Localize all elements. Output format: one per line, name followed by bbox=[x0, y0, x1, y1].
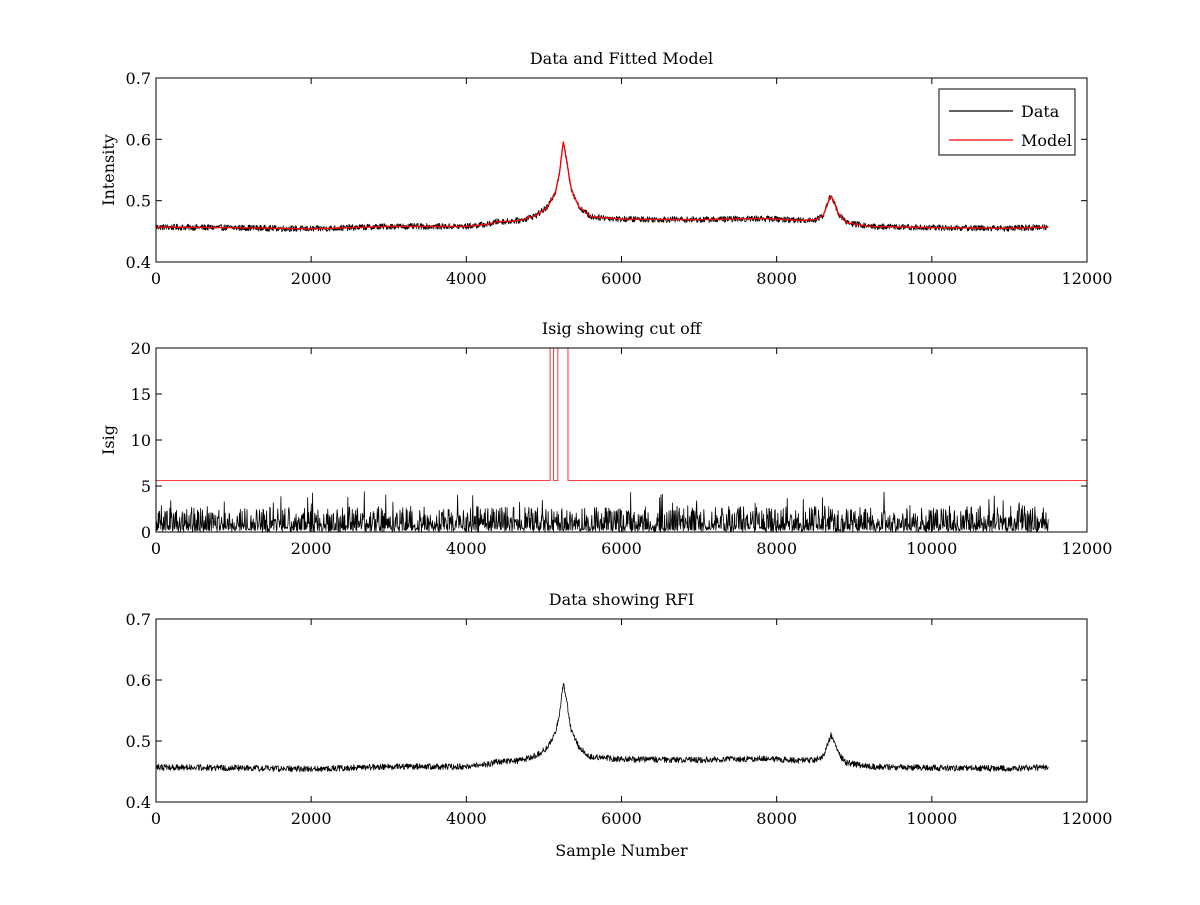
y-tick-label: 5 bbox=[141, 477, 151, 496]
series-group bbox=[156, 348, 1087, 532]
x-axis-label: Sample Number bbox=[555, 841, 688, 860]
x-tick-label: 12000 bbox=[1062, 539, 1113, 558]
x-tick-label: 4000 bbox=[446, 269, 487, 288]
y-axis-label: Isig bbox=[99, 425, 118, 455]
series-line-1 bbox=[156, 491, 1049, 532]
x-tick-label: 12000 bbox=[1062, 269, 1113, 288]
series-line-1 bbox=[156, 683, 1049, 773]
x-tick-label: 2000 bbox=[291, 539, 332, 558]
y-tick-label: 20 bbox=[131, 339, 151, 358]
y-tick-label: 0.6 bbox=[126, 130, 151, 149]
axes-box bbox=[155, 618, 1088, 803]
y-tick-label: 0.5 bbox=[126, 192, 151, 211]
subplot-3: 0 2000 4000 6000 8000 10000 12000 0.4 0.5 0.6 0.7 D… bbox=[126, 590, 1113, 860]
x-tick-label: 2000 bbox=[291, 269, 332, 288]
x-tick-label: 0 bbox=[151, 809, 161, 828]
x-tick-label: 8000 bbox=[756, 539, 797, 558]
x-tick-label: 12000 bbox=[1062, 809, 1113, 828]
y-tick-label: 15 bbox=[131, 385, 151, 404]
legend-label-model: Model bbox=[1021, 131, 1072, 150]
series-group bbox=[156, 683, 1049, 773]
legend: Data Model bbox=[938, 88, 1076, 156]
subplot-2: 0 2000 4000 6000 8000 10000 12000 0 5 10 15 20 Isig … bbox=[99, 319, 1112, 558]
y-tick-label: 0.4 bbox=[126, 793, 151, 812]
chart-title: Data and Fitted Model bbox=[530, 49, 713, 68]
x-tick-label: 6000 bbox=[601, 539, 642, 558]
y-tick-label: 0.6 bbox=[126, 671, 151, 690]
x-tick-label: 10000 bbox=[906, 809, 957, 828]
x-tick-label: 4000 bbox=[446, 809, 487, 828]
legend-box bbox=[938, 88, 1076, 156]
y-tick-label: 0.4 bbox=[126, 253, 151, 272]
x-tick-label: 6000 bbox=[601, 269, 642, 288]
y-tick-label: 0.7 bbox=[126, 610, 151, 629]
x-tick-label: 10000 bbox=[906, 539, 957, 558]
axes-box bbox=[155, 347, 1088, 533]
chart-title: Data showing RFI bbox=[549, 590, 694, 609]
series-group bbox=[156, 141, 1049, 232]
y-tick-label: 0 bbox=[141, 523, 151, 542]
x-tick-label: 10000 bbox=[906, 269, 957, 288]
x-tick-label: 2000 bbox=[291, 809, 332, 828]
legend-label-data: Data bbox=[1021, 102, 1060, 121]
x-tick-label: 8000 bbox=[756, 269, 797, 288]
y-axis-label: Intensity bbox=[99, 134, 118, 206]
y-tick-label: 0.5 bbox=[126, 732, 151, 751]
series-line-2 bbox=[156, 348, 1087, 481]
y-tick-label: 0.7 bbox=[126, 69, 151, 88]
series-line-model bbox=[156, 141, 1049, 230]
x-tick-label: 8000 bbox=[756, 809, 797, 828]
chart-title: Isig showing cut off bbox=[542, 319, 703, 338]
x-tick-label: 6000 bbox=[601, 809, 642, 828]
x-tick-label: 0 bbox=[151, 539, 161, 558]
x-tick-label: 0 bbox=[151, 269, 161, 288]
y-tick-label: 10 bbox=[131, 431, 151, 450]
x-tick-label: 4000 bbox=[446, 539, 487, 558]
subplot-1: 0 2000 4000 6000 8000 10000 12000 0.4 0.5 0.6 0.7 D… bbox=[99, 49, 1112, 288]
